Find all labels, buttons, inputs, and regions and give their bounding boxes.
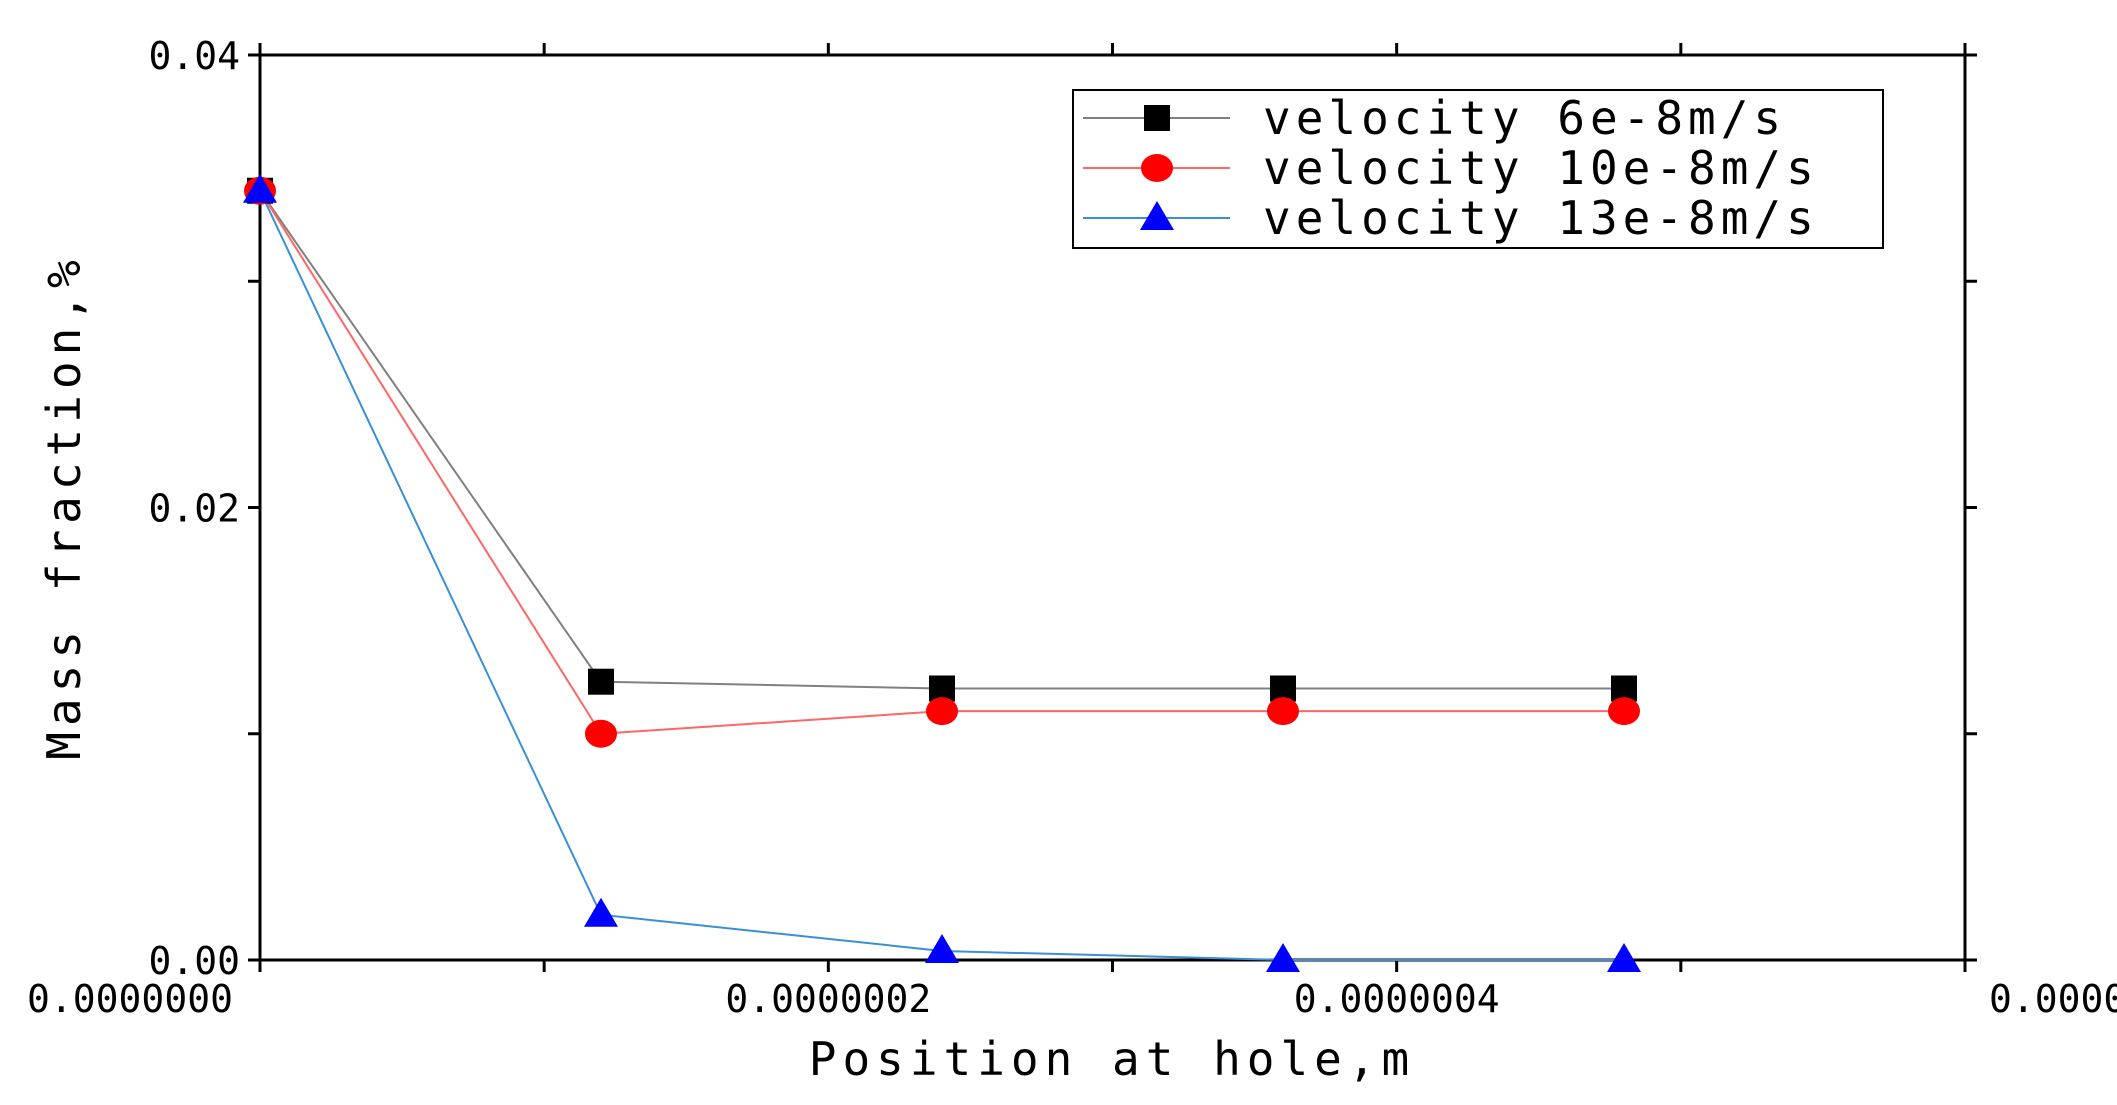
data-point-circle (585, 719, 617, 748)
x-tick-label: 0.0000000 (27, 977, 233, 1021)
data-point-circle (1267, 697, 1299, 726)
y-axis-title: Mass fraction,% (37, 254, 91, 759)
x-tick-label: 0.0000004 (1294, 977, 1500, 1021)
legend-label: velocity 13e-8m/s (1263, 191, 1819, 245)
data-point-triangle (1266, 943, 1300, 972)
legend-marker-triangle (1140, 201, 1174, 230)
y-tick-label: 0.04 (148, 34, 240, 78)
data-point-triangle (584, 897, 618, 927)
data-point-circle (1608, 697, 1640, 726)
y-tick-label: 0.02 (148, 487, 240, 531)
x-tick-label: 0.0000002 (725, 977, 931, 1021)
x-tick-label: 0.0000006 (1989, 977, 2117, 1021)
data-point-triangle (925, 933, 959, 963)
series-line-square (259, 190, 1624, 690)
data-point-triangle (243, 173, 277, 203)
legend-label: velocity 10e-8m/s (1263, 141, 1819, 195)
data-point-square (588, 668, 614, 695)
data-point-triangle (1607, 943, 1641, 972)
y-tick-label: 0.00 (148, 939, 240, 983)
legend-label: velocity 6e-8m/s (1263, 91, 1786, 145)
series-line-triangle (259, 190, 1624, 961)
axis-ticks (248, 43, 1977, 972)
series-markers (243, 173, 1641, 972)
legend-marker-circle (1141, 154, 1173, 182)
axis-tick-labels: 0.0000000 0.0000002 0.0000004 0.0000006 0.00… (27, 34, 2117, 1021)
x-axis-title: Position at hole,m (809, 1032, 1416, 1086)
series-line-circle (259, 190, 1624, 735)
data-point-circle (926, 697, 958, 726)
legend-marker-square (1144, 105, 1170, 131)
series-lines (259, 190, 1624, 961)
